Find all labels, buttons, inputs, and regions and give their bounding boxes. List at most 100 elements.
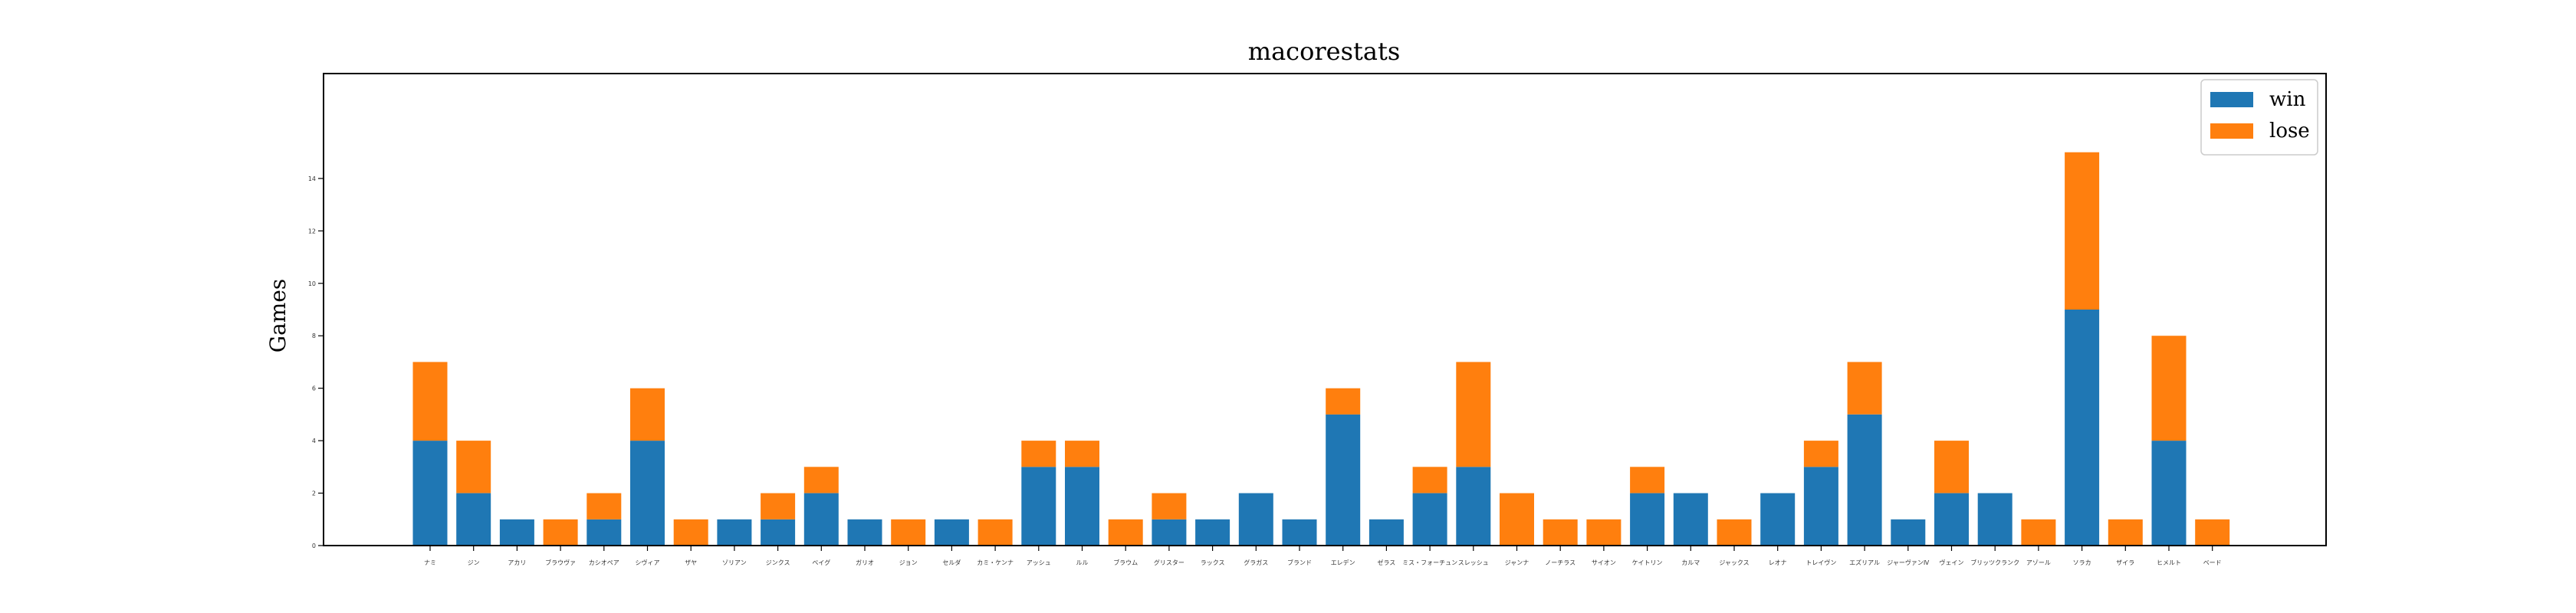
bar-win-12	[934, 519, 969, 546]
bar-win-18	[1195, 519, 1230, 546]
bar-lose-4	[586, 493, 622, 520]
y-tick-label-5: 10	[308, 280, 316, 287]
bar-lose-15	[1065, 441, 1099, 467]
bar-win-32	[1803, 467, 1838, 546]
x-tick-label-25: ジャンナ	[1505, 559, 1530, 566]
bar-lose-17	[1152, 493, 1187, 520]
bar-win-31	[1760, 493, 1796, 546]
bar-lose-35	[1934, 441, 1969, 493]
x-tick-label-9: ベイグ	[812, 559, 830, 566]
bar-lose-0	[412, 362, 448, 441]
bar-win-20	[1282, 519, 1317, 546]
y-tick-label-2: 4	[312, 438, 316, 444]
x-tick-label-11: ジョン	[899, 559, 918, 566]
x-tick-label-40: ヒメルト	[2157, 559, 2181, 566]
x-tick-label-29: カルマ	[1681, 559, 1700, 566]
y-tick-label-6: 12	[308, 228, 316, 234]
bar-win-9	[803, 493, 839, 546]
bar-win-34	[1891, 519, 1926, 546]
bar-lose-30	[1717, 519, 1752, 546]
plot-frame	[323, 73, 2327, 546]
bar-win-24	[1456, 467, 1491, 546]
bar-lose-27	[1586, 519, 1622, 546]
bar-lose-25	[1500, 493, 1534, 546]
bar-win-2	[499, 519, 534, 546]
bar-lose-5	[630, 388, 665, 441]
bar-win-21	[1326, 414, 1361, 546]
x-tick-label-20: ブランド	[1287, 559, 1312, 566]
bar-lose-3	[543, 519, 578, 546]
bar-win-28	[1630, 493, 1665, 546]
x-tick-label-39: ザイラ	[2116, 559, 2134, 566]
x-tick-label-41: ベード	[2203, 559, 2222, 566]
x-tick-label-1: ジン	[468, 559, 480, 566]
bar-lose-24	[1456, 362, 1491, 467]
bar-win-0	[412, 441, 448, 546]
x-tick-label-14: アッシュ	[1027, 559, 1051, 566]
x-tick-label-31: レオナ	[1769, 559, 1787, 566]
x-tick-label-18: ラックス	[1201, 559, 1225, 566]
x-tick-label-21: エレデン	[1331, 559, 1355, 566]
legend-swatch-lose	[2210, 123, 2253, 139]
x-tick-label-38: ソラカ	[2073, 559, 2091, 566]
bar-lose-28	[1630, 467, 1665, 493]
bar-lose-14	[1021, 441, 1056, 467]
bar-win-5	[630, 441, 665, 546]
x-tick-label-2: アカリ	[508, 559, 526, 566]
y-tick-label-1: 2	[312, 490, 316, 497]
bar-win-22	[1368, 519, 1404, 546]
bar-win-17	[1152, 519, 1187, 546]
y-tick-label-0: 0	[312, 543, 316, 549]
legend-label-win: win	[2269, 88, 2306, 111]
bar-lose-41	[2195, 519, 2230, 546]
x-tick-label-34: ジャーヴァンⅣ	[1887, 559, 1930, 566]
x-tick-label-0: ナミ	[424, 559, 436, 566]
x-tick-label-30: ジャックス	[1719, 559, 1749, 566]
bar-lose-23	[1412, 467, 1447, 493]
bar-win-19	[1238, 493, 1273, 546]
x-tick-label-7: ゾリアン	[722, 559, 747, 566]
x-tick-label-28: ケイトリン	[1632, 559, 1663, 566]
x-tick-label-6: ザヤ	[685, 559, 697, 566]
bar-win-33	[1847, 414, 1882, 546]
x-tick-label-16: ブラウム	[1113, 559, 1138, 566]
bar-win-14	[1021, 467, 1056, 546]
x-tick-label-4: カシオペア	[589, 559, 619, 566]
x-tick-label-33: エズリアル	[1849, 559, 1880, 566]
bar-lose-38	[2065, 152, 2100, 310]
bar-lose-40	[2151, 336, 2187, 441]
bar-lose-8	[761, 493, 796, 520]
legend-label-lose: lose	[2269, 120, 2310, 143]
bar-lose-39	[2108, 519, 2143, 546]
x-tick-label-15: ルル	[1076, 559, 1089, 566]
bar-win-7	[717, 519, 752, 546]
x-tick-label-5: シヴィア	[636, 559, 660, 566]
bar-win-38	[2065, 310, 2100, 546]
x-tick-label-3: ブラウヴァ	[545, 559, 576, 566]
bar-lose-21	[1326, 388, 1361, 415]
bars-group	[412, 152, 2230, 546]
bar-win-36	[1977, 493, 2013, 546]
bar-lose-6	[673, 519, 708, 546]
bar-win-23	[1412, 493, 1447, 546]
bar-win-40	[2151, 441, 2187, 546]
bar-lose-1	[456, 441, 491, 493]
y-tick-label-3: 6	[312, 385, 316, 392]
y-axis: 0 2 4 6 8 10 12 14	[308, 175, 324, 549]
bar-win-8	[761, 519, 796, 546]
x-tick-label-24: スレッシュ	[1458, 559, 1489, 566]
bar-lose-16	[1108, 519, 1143, 546]
bar-lose-33	[1847, 362, 1882, 415]
bar-lose-32	[1803, 441, 1838, 467]
bar-win-1	[456, 493, 491, 546]
bar-lose-37	[2021, 519, 2056, 546]
y-axis-label: Games	[265, 279, 291, 353]
x-tick-label-37: アゾール	[2026, 559, 2051, 566]
x-tick-label-10: ガリオ	[856, 559, 874, 566]
bar-win-29	[1673, 493, 1708, 546]
bar-lose-13	[978, 519, 1013, 546]
legend: win lose	[2200, 79, 2318, 156]
x-tick-label-27: サイオン	[1592, 559, 1616, 566]
chart-title: macorestats	[1248, 37, 1400, 66]
